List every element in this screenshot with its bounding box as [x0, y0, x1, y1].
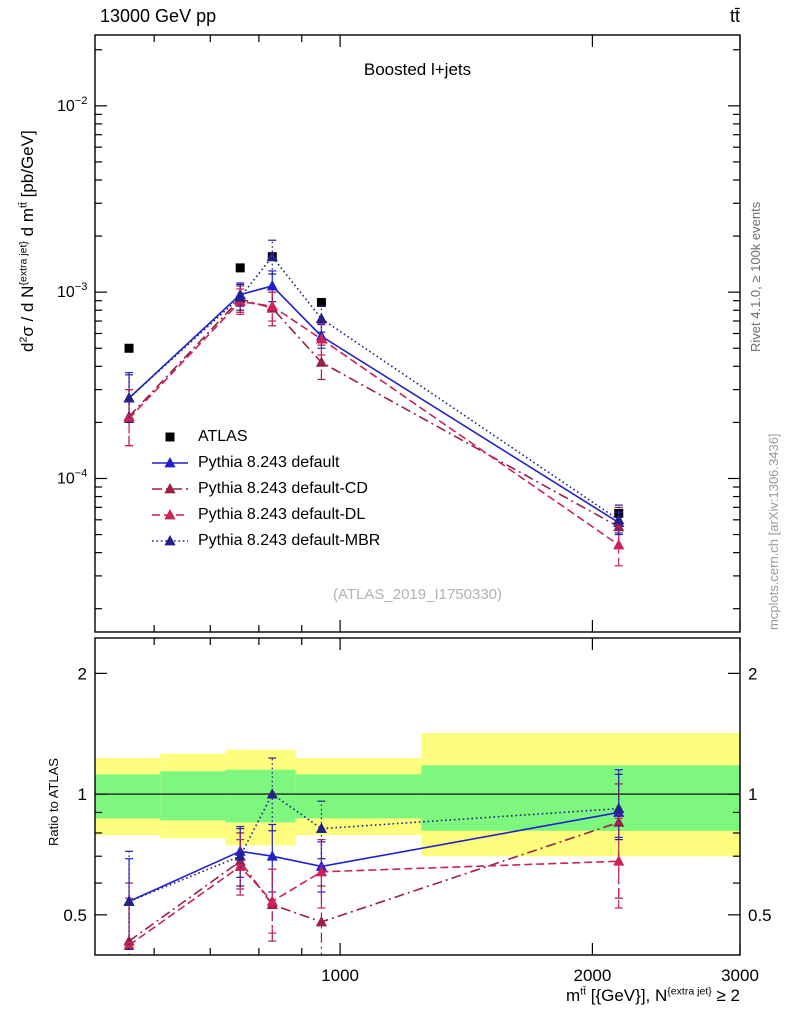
- process-title: tt̄: [729, 6, 740, 26]
- legend-label: Pythia 8.243 default-MBR: [198, 532, 381, 549]
- data-point-marker: [235, 263, 245, 273]
- analysis-annotation: Boosted l+jets: [363, 60, 472, 79]
- band-green: [225, 769, 296, 823]
- data-point-marker: [124, 343, 134, 353]
- series-ratio-pythia-8-243-default-mbr: [123, 757, 625, 950]
- data-point-marker: [234, 860, 246, 871]
- data-point-marker: [234, 291, 246, 302]
- legend-item: Pythia 8.243 default-DL: [150, 502, 380, 528]
- series-main-pythia-8-243-default-mbr: [123, 239, 625, 536]
- data-point-marker: [266, 300, 278, 311]
- ratio-y-tick-label: 1: [78, 785, 87, 804]
- legend-marker: [165, 432, 175, 442]
- legend-item: Pythia 8.243 default: [150, 450, 380, 476]
- main-y-tick-label: 10−2: [57, 95, 87, 115]
- ratio-y-tick-label: 0.5: [63, 906, 87, 925]
- legend-item: Pythia 8.243 default-MBR: [150, 528, 380, 554]
- data-point-marker: [266, 895, 278, 906]
- data-point-marker: [266, 850, 278, 861]
- data-point-marker: [266, 279, 278, 291]
- data-point-marker: [266, 788, 278, 799]
- data-point-marker: [613, 855, 625, 866]
- ratio-y-tick-label: 0.5: [748, 906, 772, 925]
- data-point-marker: [123, 895, 135, 906]
- legend-marker: [152, 509, 188, 520]
- data-point-marker: [613, 538, 625, 550]
- x-axis-label: mtt̄ [{GeV}], N{extra jet} ≥ 2: [565, 985, 740, 1005]
- beam-energy-title: 13000 GeV pp: [100, 6, 217, 26]
- data-point-marker: [613, 802, 625, 814]
- band-green: [160, 771, 226, 821]
- legend-label: Pythia 8.243 default-DL: [198, 506, 366, 523]
- data-point-marker: [315, 333, 328, 344]
- legend: ATLAS Pythia 8.243 default Pythia 8.243 de…: [150, 424, 380, 554]
- data-point-marker: [315, 865, 328, 877]
- main-y-tick-label: 10−4: [57, 467, 87, 487]
- x-tick-label: 2000: [573, 966, 611, 985]
- ratio-panel-frame: [94, 637, 741, 956]
- legend-label: Pythia 8.243 default: [198, 454, 340, 471]
- data-point-marker: [315, 312, 328, 324]
- ratio-y-tick-label: 2: [78, 664, 87, 683]
- data-point-marker: [315, 915, 328, 927]
- main-y-tick-label: 10−3: [57, 281, 87, 301]
- data-point-marker: [315, 356, 328, 367]
- band-green: [95, 774, 161, 819]
- legend-label: ATLAS: [198, 428, 248, 445]
- data-point-marker: [613, 513, 625, 525]
- x-tick-label: 3000: [721, 966, 759, 985]
- data-point-marker: [234, 850, 246, 861]
- data-point-marker: [123, 392, 135, 403]
- legend-label: Pythia 8.243 default-CD: [198, 480, 368, 497]
- band-green: [421, 765, 740, 831]
- x-tick-label: 1000: [321, 966, 359, 985]
- ratio-y-tick-label: 2: [748, 664, 757, 683]
- data-point-marker: [316, 298, 326, 308]
- legend-item: Pythia 8.243 default-CD: [150, 476, 380, 502]
- legend-marker: [152, 535, 188, 546]
- legend-marker: [152, 483, 188, 494]
- analysis-id-watermark: (ATLAS_2019_I1750330): [332, 586, 502, 603]
- data-point-marker: [266, 250, 278, 262]
- ratio-y-tick-label: 1: [748, 785, 757, 804]
- legend-marker: [152, 457, 188, 468]
- legend-item: ATLAS: [150, 424, 380, 450]
- ratio-uncertainty-bands: [95, 733, 740, 857]
- band-green: [295, 774, 422, 819]
- data-point-marker: [315, 822, 328, 834]
